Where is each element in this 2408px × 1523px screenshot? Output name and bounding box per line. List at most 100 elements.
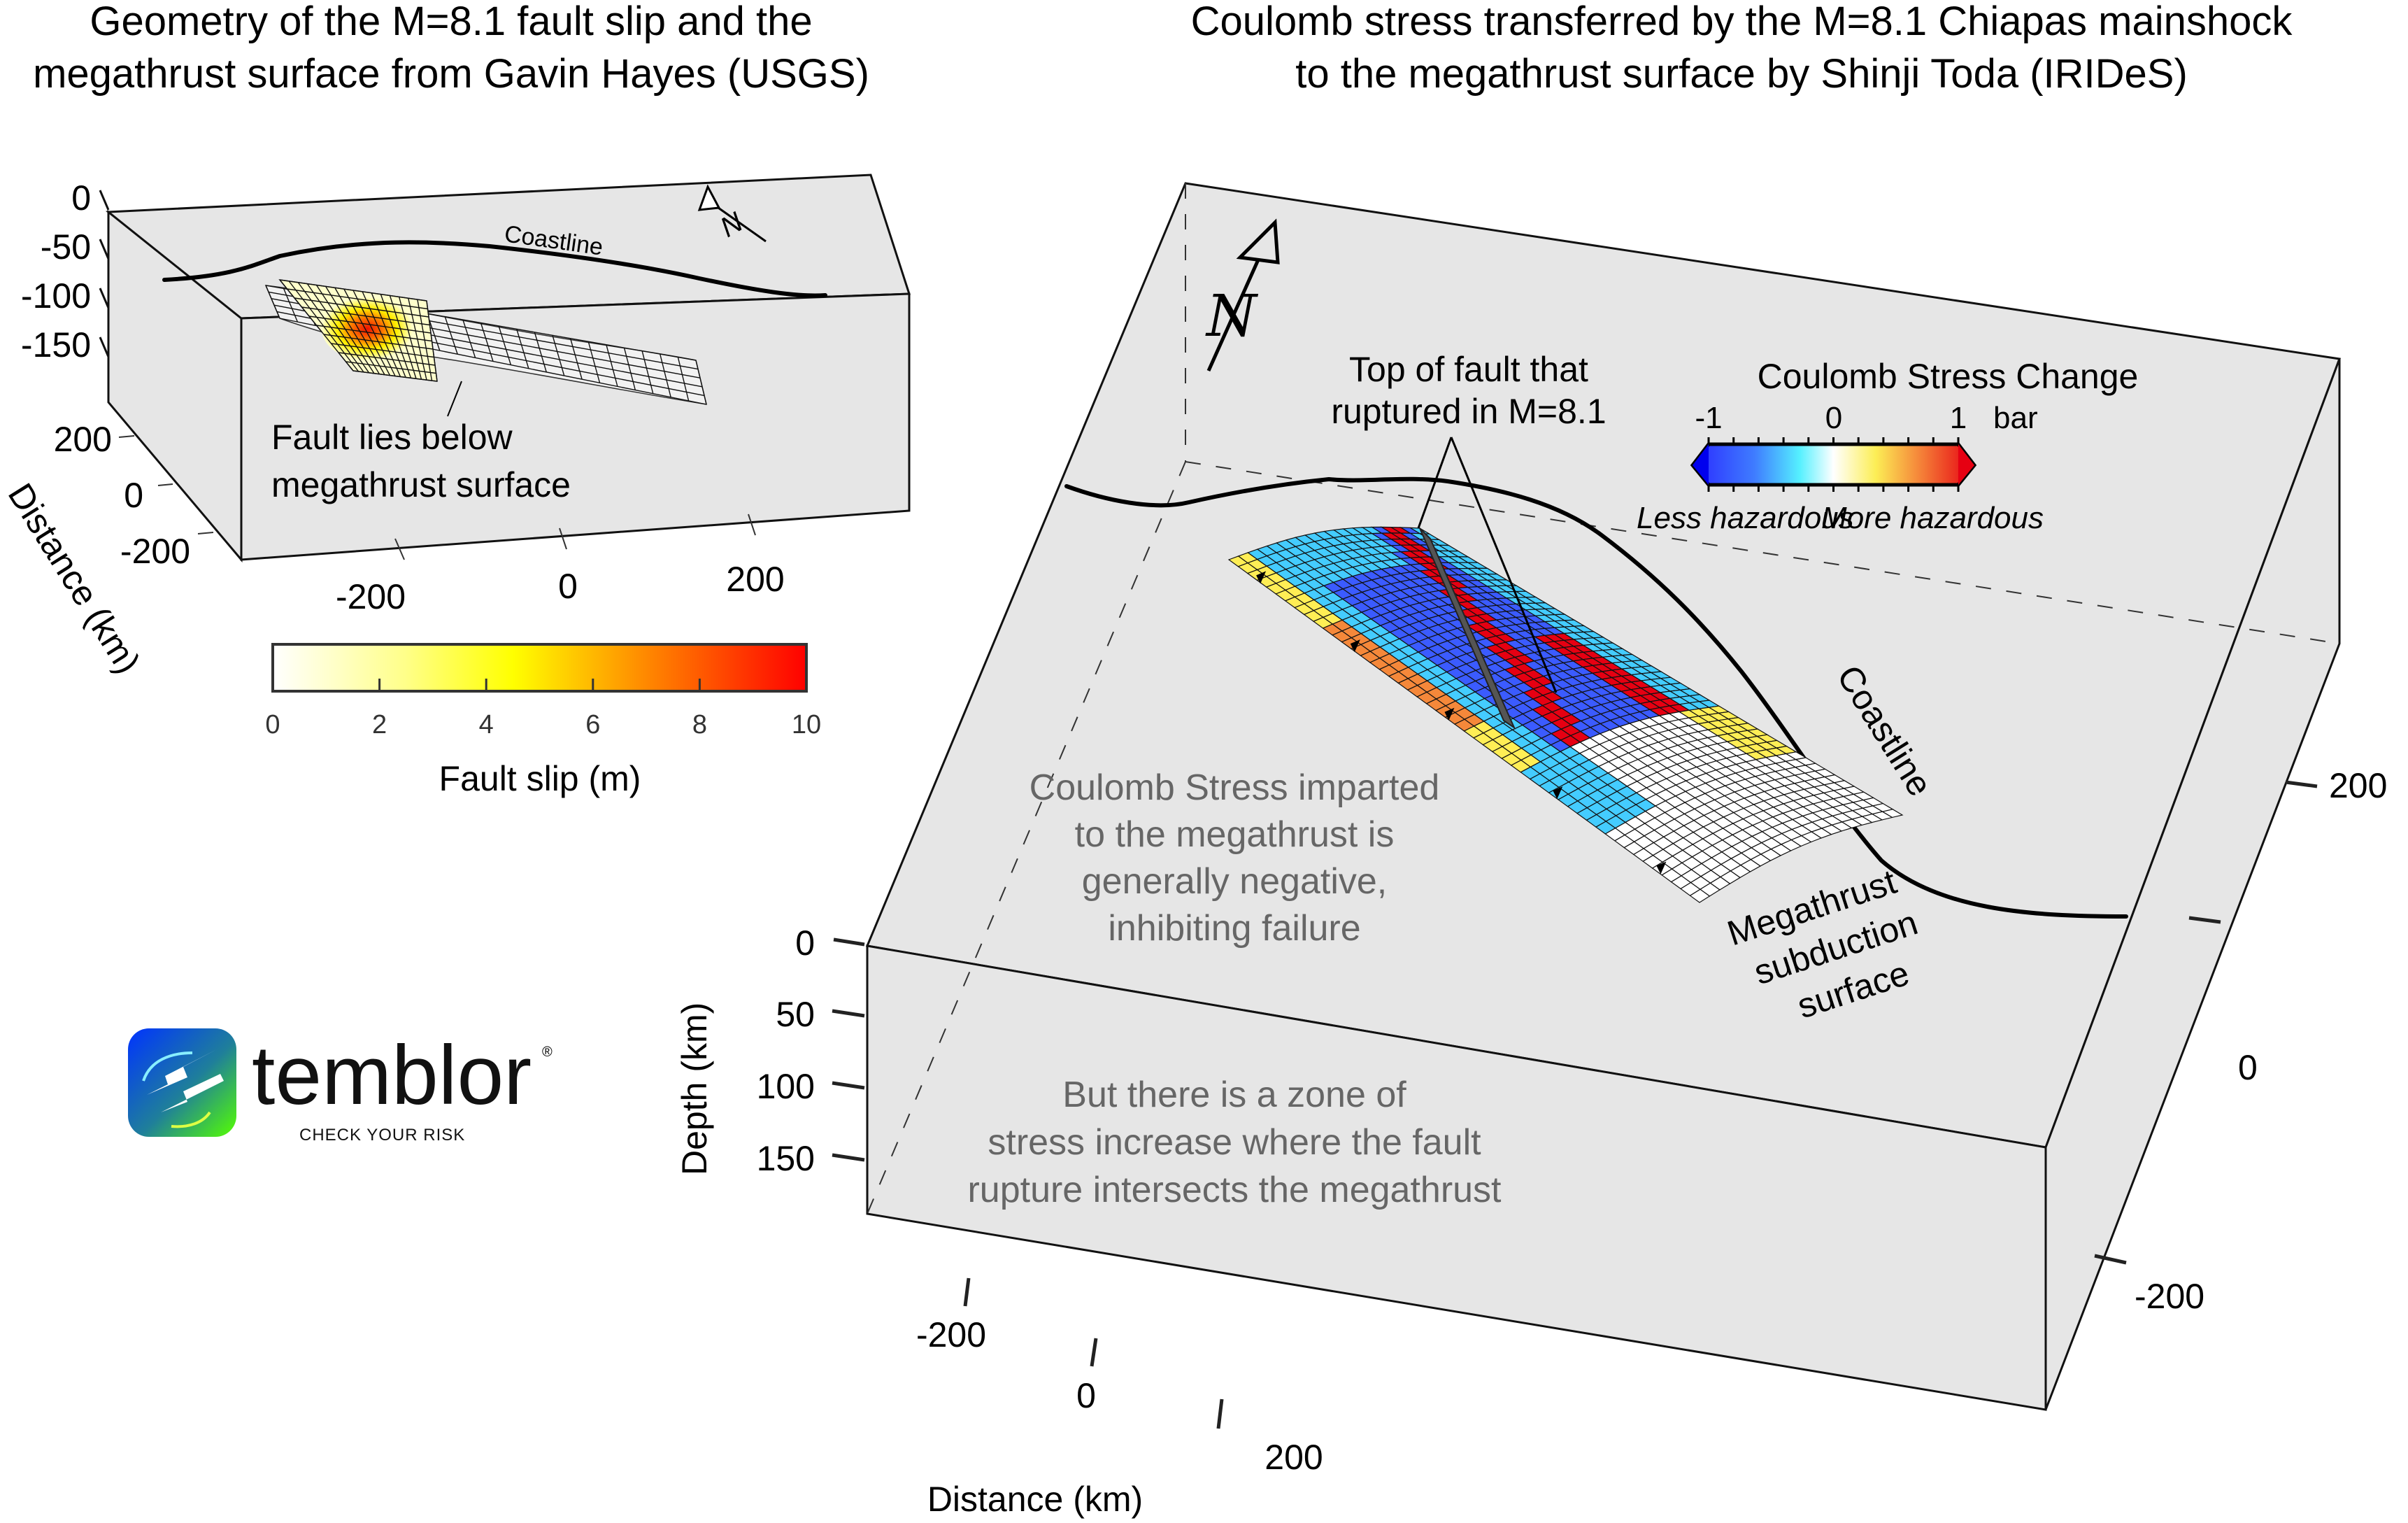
coulomb-colorbar-title: Coulomb Stress Change — [1758, 357, 2139, 396]
slip-mesh-gridline — [294, 297, 429, 318]
right-north-label: N — [1205, 283, 1259, 350]
left-mesh-gridline — [552, 335, 565, 376]
slip-colorbar-tick-label: 8 — [692, 710, 707, 739]
note1-line: Coulomb Stress imparted — [1030, 767, 1440, 808]
left-mesh-gridline — [480, 323, 494, 362]
slip-mesh-gridline — [345, 361, 436, 374]
note2-line: stress increase where the fault — [988, 1122, 1481, 1163]
right-x-tick: 200 — [1264, 1438, 1323, 1477]
left-annotation-line2: megathrust surface — [271, 465, 571, 504]
temblor-registered-mark: ® — [542, 1044, 553, 1060]
right-panel: Coulomb stress transferred by the M=8.1 … — [675, 0, 2387, 1519]
slip-mesh-gridline — [338, 352, 436, 366]
right-north-arrow-icon: N — [1205, 218, 1280, 372]
slip-colorbar-tick-label: 4 — [479, 710, 494, 739]
left-annotation-line1: Fault lies below — [271, 418, 513, 457]
left-x-tick: 200 — [726, 560, 784, 599]
slip-colorbar-tick-label: 0 — [265, 710, 280, 739]
right-depth-tick: 0 — [795, 923, 815, 963]
left-y-tick: 0 — [124, 476, 143, 515]
fault-top-label-line2: ruptured in M=8.1 — [1331, 392, 1606, 431]
note1-line: generally negative, — [1082, 861, 1388, 902]
left-mesh-gridline — [534, 332, 547, 373]
temblor-logo-icon — [128, 1028, 236, 1137]
left-x-tick: -200 — [336, 577, 406, 616]
trench-triangle-icon — [1444, 707, 1455, 721]
left-mesh-gridline — [587, 341, 601, 383]
right-x-axis-label: Distance (km) — [927, 1480, 1143, 1519]
note2-line: But there is a zone of — [1062, 1075, 1406, 1115]
left-mesh-gridline — [283, 288, 299, 323]
coulomb-colorbar-tick: 0 — [1825, 401, 1842, 435]
slip-colorbar-tick-label: 6 — [585, 710, 600, 739]
fault-top-leader — [1417, 437, 1558, 730]
left-annotation-leader — [447, 381, 462, 417]
left-mesh-gridline — [498, 325, 512, 365]
slip-mesh-gridline — [331, 343, 434, 358]
left-mesh-gridline — [641, 350, 654, 394]
left-depth-tick: -50 — [41, 227, 91, 267]
right-depth-tick: 150 — [757, 1139, 815, 1178]
trench-triangle-icon — [1553, 786, 1563, 800]
right-x-tick: -200 — [916, 1315, 986, 1354]
left-mesh-gridline — [695, 360, 707, 405]
temblor-wordmark: temblor — [252, 1028, 532, 1122]
trench-triangle-icon — [1656, 861, 1667, 874]
slip-mesh-gridline — [323, 334, 434, 350]
right-depth-tick: 50 — [776, 995, 815, 1034]
right-depth-tick: 100 — [757, 1067, 815, 1106]
left-mesh-gridline — [444, 316, 458, 355]
left-mesh-gridline — [462, 319, 476, 358]
right-depth-axis: 0 50 100 150 Depth (km) — [675, 923, 865, 1178]
left-mesh-gridline — [623, 347, 636, 390]
note-stress-increase: But there is a zone of stress increase w… — [967, 1075, 1502, 1210]
note1-line: to the megathrust is — [1075, 814, 1395, 855]
right-x-tick: 0 — [1076, 1376, 1096, 1415]
left-title-line1: Geometry of the M=8.1 fault slip and the — [90, 0, 812, 44]
left-mesh-gridline — [606, 344, 618, 387]
left-x-axis: -200 0 200 — [336, 513, 785, 616]
left-x-tick: 0 — [558, 567, 578, 606]
left-mesh-gridline — [677, 357, 690, 402]
slip-mesh-gridline — [308, 316, 432, 334]
left-mesh-gridline — [265, 285, 280, 319]
left-depth-tick: -100 — [21, 276, 91, 316]
note2-line: rupture intersects the megathrust — [967, 1170, 1502, 1210]
temblor-tagline: CHECK YOUR RISK — [299, 1126, 465, 1145]
trench-triangle-icon — [1256, 571, 1267, 584]
left-y-tick: -200 — [120, 532, 190, 571]
trench-triangle-icon — [1350, 639, 1360, 653]
slip-mesh-gridline — [352, 370, 438, 382]
right-x-axis: -200 0 200 Distance (km) — [916, 1277, 1323, 1519]
right-y-tick: 0 — [2238, 1048, 2258, 1087]
left-fault-slip-plane — [278, 278, 438, 382]
slip-mesh-gridline — [287, 288, 428, 310]
left-coastline — [162, 240, 827, 298]
more-hazardous-label: More hazardous — [1821, 501, 2044, 535]
coulomb-colorbar-tick: 1 — [1950, 401, 1967, 435]
right-y-axis: 200 0 -200 — [2094, 766, 2387, 1316]
left-mesh-gridline — [516, 329, 529, 369]
left-mesh-gridline — [569, 338, 583, 380]
slip-mesh-gridline — [316, 325, 432, 342]
slip-mesh-gridline — [279, 279, 427, 302]
left-depth-tick: 0 — [71, 178, 91, 218]
stress-mesh-cell — [1881, 809, 1904, 819]
slip-mesh-gridline — [301, 306, 430, 326]
right-y-tick: 200 — [2329, 766, 2387, 805]
right-y-tick: -200 — [2135, 1277, 2204, 1316]
coulomb-stress-mesh — [1227, 526, 1904, 903]
left-y-tick: 200 — [54, 420, 112, 459]
note1-line: inhibiting failure — [1108, 908, 1360, 949]
left-depth-axis: 0 -50 -100 -150 — [21, 178, 110, 364]
temblor-logo: temblor ® CHECK YOUR RISK — [128, 1028, 553, 1145]
slip-colorbar-tick-label: 10 — [792, 710, 821, 739]
fault-slip-colorbar: 0 2 4 6 8 10 Fault slip (m) — [265, 643, 821, 798]
left-depth-tick: -150 — [21, 325, 91, 364]
coulomb-colorbar-tick: -1 — [1695, 401, 1722, 435]
right-coastline — [1064, 476, 2128, 919]
left-mesh-gridline — [660, 353, 671, 397]
coulomb-stress-colorbar: Coulomb Stress Change -1 0 1 bar Less ha… — [1637, 357, 2138, 535]
note-negative-stress: Coulomb Stress imparted to the megathrus… — [1030, 767, 1440, 949]
